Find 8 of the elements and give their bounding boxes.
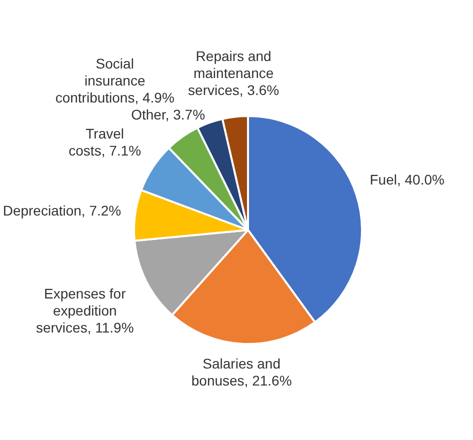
slice-label: Expenses for expedition services, 11.9% bbox=[36, 286, 134, 336]
slice-label: Depreciation, 7.2% bbox=[2, 202, 122, 219]
slice-label: Salaries and bonuses, 21.6% bbox=[191, 356, 292, 389]
slice-label: Social insurance contributions, 4.9% bbox=[55, 55, 174, 106]
slice-label: Travel costs, 7.1% bbox=[68, 126, 142, 159]
slice-label: Other, 3.7% bbox=[131, 106, 206, 123]
slice-label: Fuel, 40.0% bbox=[370, 171, 444, 188]
slice-label: Repairs and maintenance services, 3.6% bbox=[188, 48, 280, 98]
